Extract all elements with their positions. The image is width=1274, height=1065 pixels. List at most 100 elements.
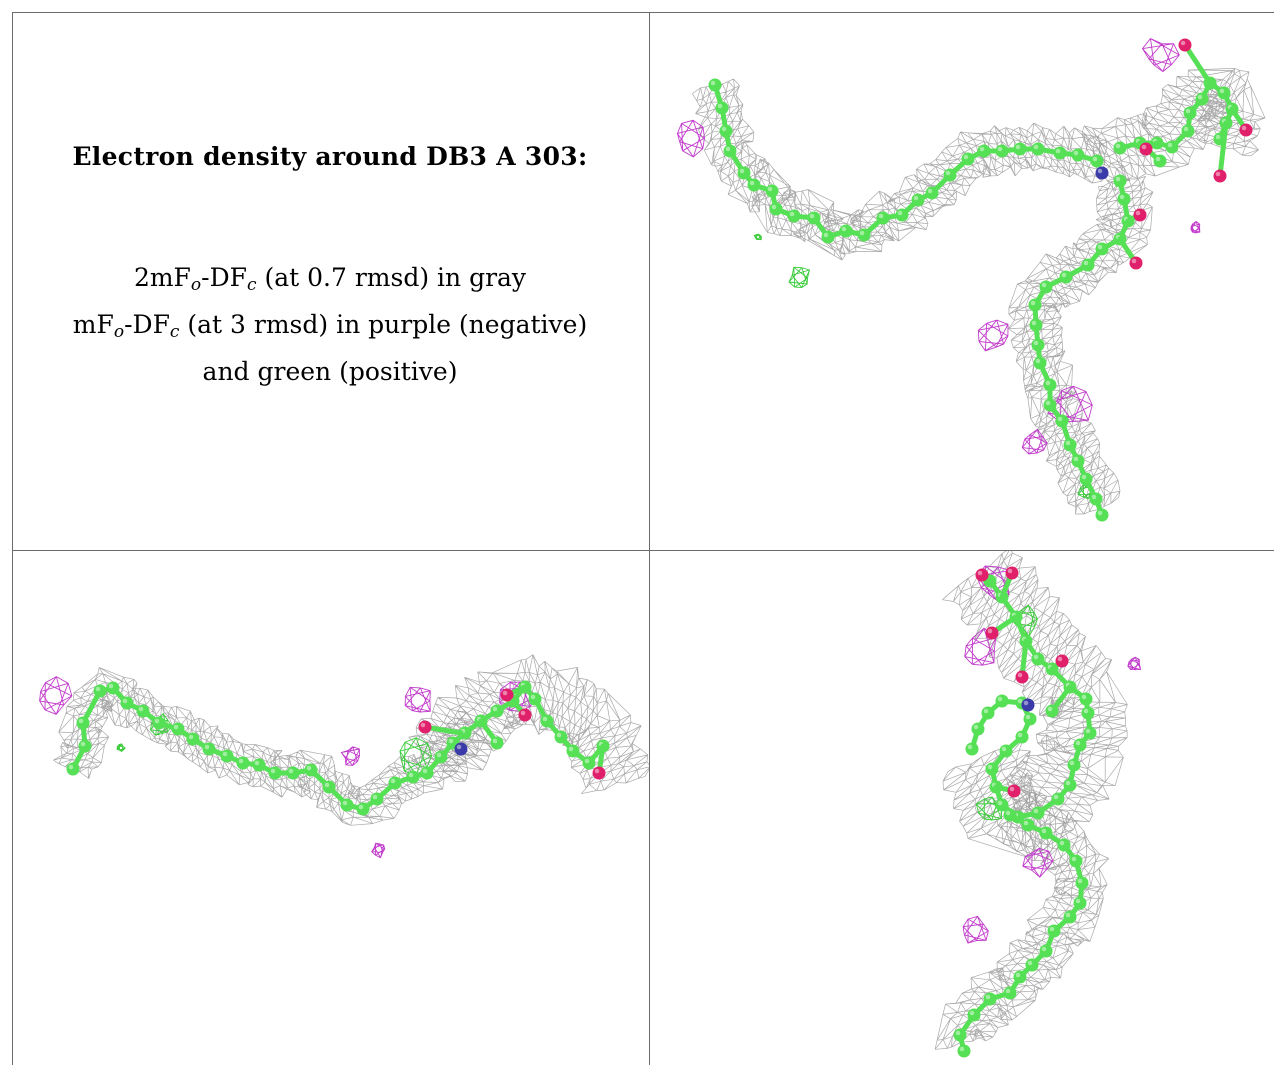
atom — [1079, 472, 1093, 486]
atom-highlight — [1041, 828, 1047, 834]
atom-highlight — [1073, 456, 1079, 462]
atom-highlight — [1091, 494, 1097, 500]
atom-highlight — [721, 126, 727, 132]
atom-highlight — [1059, 840, 1065, 846]
atom-highlight — [959, 1046, 965, 1052]
atom-highlight — [1083, 260, 1089, 266]
atom-highlight — [767, 186, 773, 192]
atom — [925, 186, 939, 200]
atom — [418, 720, 432, 734]
nitrogen-atom — [1095, 166, 1109, 180]
atom-highlight — [1097, 168, 1103, 174]
atom-highlight — [1033, 808, 1039, 814]
atom — [895, 208, 909, 222]
atom — [715, 101, 729, 115]
atom-highlight — [584, 758, 590, 764]
atom-highlight — [1155, 156, 1161, 162]
atom-highlight — [1005, 810, 1011, 816]
atom-highlight — [725, 146, 731, 152]
atom-highlight — [979, 146, 985, 152]
atom-highlight — [1045, 400, 1051, 406]
atom-highlight — [1081, 474, 1087, 480]
atom-highlight — [1017, 732, 1023, 738]
atom-highlight — [985, 994, 991, 1000]
atom — [518, 708, 532, 722]
atom-highlight — [80, 741, 86, 747]
atom-highlight — [1115, 143, 1121, 149]
atom-highlight — [492, 738, 498, 744]
atom-highlight — [594, 768, 600, 774]
atom — [1073, 738, 1087, 752]
atom — [1089, 492, 1103, 506]
atom — [1083, 726, 1097, 740]
atom — [1139, 142, 1153, 156]
figure-title: Electron density around DB3 A 303: — [72, 142, 588, 171]
density-mesh-2fofc — [692, 78, 1108, 261]
atom — [268, 766, 282, 780]
atom-highlight — [1069, 760, 1075, 766]
atom-highlight — [1055, 148, 1061, 154]
atom — [388, 776, 402, 790]
legend-line-colors: and green (positive) — [202, 357, 458, 386]
atom-highlight — [771, 204, 777, 210]
atom-highlight — [1023, 820, 1029, 826]
atom-highlight — [1115, 176, 1121, 182]
atom — [434, 750, 448, 764]
atom — [1015, 730, 1029, 744]
atom-highlight — [1141, 144, 1147, 150]
atom-highlight — [1009, 786, 1015, 792]
atom — [1239, 123, 1253, 137]
atom — [1033, 356, 1047, 370]
atom-highlight — [420, 722, 426, 728]
atom-highlight — [436, 752, 442, 758]
atom — [1039, 944, 1053, 958]
atom — [1023, 712, 1037, 726]
atom-highlight — [1015, 972, 1021, 978]
atom-highlight — [1065, 440, 1071, 446]
atom-highlight — [710, 80, 716, 86]
atom-highlight — [1027, 960, 1033, 966]
atom — [1045, 704, 1059, 718]
atom — [719, 124, 733, 138]
caption-cell: Electron density around DB3 A 303: 2mFo-… — [12, 12, 648, 548]
atom-highlight — [973, 724, 979, 730]
atom-highlight — [222, 751, 228, 757]
atom — [1165, 140, 1179, 154]
atom — [454, 742, 468, 756]
atom — [106, 681, 120, 695]
atom-highlight — [288, 768, 294, 774]
atom-highlight — [324, 782, 330, 788]
atom — [458, 726, 472, 740]
atom-highlight — [1071, 856, 1077, 862]
ligand-tail — [953, 808, 1089, 1058]
atom-highlight — [1119, 194, 1125, 200]
atom-highlight — [1035, 358, 1041, 364]
negative-density-blob — [977, 319, 1009, 352]
atom — [322, 780, 336, 794]
atom — [995, 144, 1009, 158]
nitrogen-atom — [454, 742, 468, 756]
atom — [765, 184, 779, 198]
atom-highlight — [1001, 746, 1007, 752]
atom-highlight — [1047, 706, 1053, 712]
atom — [821, 230, 835, 244]
atom — [807, 211, 821, 225]
atom — [1195, 92, 1209, 106]
ligand-head-group — [965, 566, 1097, 824]
atom-highlight — [1085, 728, 1091, 734]
atom-highlight — [358, 804, 364, 810]
atom — [737, 166, 751, 180]
atom — [76, 716, 90, 730]
atom — [723, 144, 737, 158]
atom — [1178, 38, 1192, 52]
atom — [1031, 338, 1045, 352]
atom — [1183, 106, 1197, 120]
atom — [995, 694, 1009, 708]
atom-highlight — [1215, 171, 1221, 177]
atom-highlight — [1167, 142, 1173, 148]
atom-highlight — [448, 738, 454, 744]
negative-density-blob — [676, 119, 705, 158]
atom — [1039, 280, 1053, 294]
atom — [1055, 414, 1069, 428]
atom — [1090, 154, 1104, 168]
